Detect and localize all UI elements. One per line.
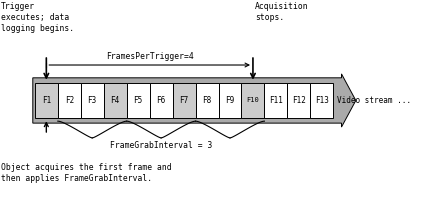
Text: F11: F11 [269,96,283,105]
Text: Video stream ...: Video stream ... [337,96,411,105]
Bar [81,83,104,118]
Bar [310,83,333,118]
Text: FramesPerTrigger=4: FramesPerTrigger=4 [106,52,193,61]
Bar [35,83,58,118]
Bar [127,83,150,118]
Text: FrameGrabInterval = 3: FrameGrabInterval = 3 [110,141,212,150]
Text: F3: F3 [88,96,97,105]
Bar [104,83,127,118]
Text: F12: F12 [292,96,306,105]
Bar [196,83,218,118]
Text: F8: F8 [202,96,212,105]
Bar [287,83,310,118]
FancyArrow shape [33,74,356,127]
Text: Trigger
executes; data
logging begins.: Trigger executes; data logging begins. [1,2,74,33]
Bar [218,83,241,118]
Text: F1: F1 [42,96,51,105]
Text: F6: F6 [156,96,166,105]
Bar [264,83,287,118]
Bar [241,83,264,118]
Text: F13: F13 [315,96,329,105]
Bar [58,83,81,118]
Text: Acquisition
stops.: Acquisition stops. [255,2,309,22]
Text: F7: F7 [179,96,189,105]
Bar [150,83,173,118]
Text: F10: F10 [246,98,259,103]
Text: F4: F4 [110,96,120,105]
Text: F2: F2 [65,96,74,105]
Text: F5: F5 [133,96,143,105]
Text: Object acquires the first frame and
then applies FrameGrabInterval.: Object acquires the first frame and then… [1,163,171,183]
Text: F9: F9 [225,96,235,105]
Bar [173,83,196,118]
